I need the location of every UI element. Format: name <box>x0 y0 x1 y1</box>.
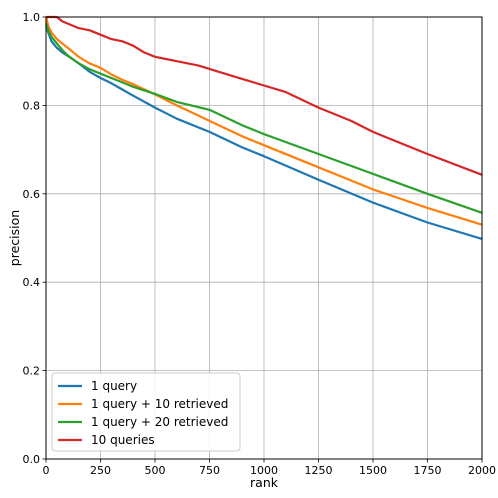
x-tick-label: 1500 <box>359 464 387 477</box>
x-tick-label: 500 <box>145 464 166 477</box>
series-line <box>45 16 483 226</box>
legend-label: 1 query <box>91 379 137 393</box>
y-tick-label: 0.2 <box>23 365 41 378</box>
legend: 1 query 1 query + 10 retrieved 1 query + 2… <box>51 372 241 452</box>
y-tick-label: 0.0 <box>23 453 41 466</box>
y-tick-label: 0.8 <box>23 99 41 112</box>
series-lines <box>45 15 483 240</box>
x-tick-label: 750 <box>199 464 220 477</box>
y-tick-label: 1.0 <box>23 11 41 24</box>
x-axis-label: rank <box>250 475 279 490</box>
legend-label: 1 query + 20 retrieved <box>91 415 228 429</box>
y-tick-label: 0.6 <box>23 188 41 201</box>
y-tick-label: 0.4 <box>23 276 41 289</box>
grid-lines <box>45 16 483 460</box>
x-tick-label: 1750 <box>414 464 442 477</box>
x-tick-label: 1000 <box>250 464 278 477</box>
legend-box <box>51 372 241 452</box>
series-line <box>46 15 483 176</box>
y-axis-label: precision <box>7 210 22 266</box>
series-line <box>45 25 483 240</box>
x-tick-label: 250 <box>90 464 111 477</box>
x-tick-label: 1250 <box>305 464 333 477</box>
series-line <box>45 23 483 214</box>
legend-label: 10 queries <box>91 433 155 447</box>
x-tick-label: 0 <box>43 464 50 477</box>
axis-ticks: 0 250 500 750 1000 1250 1500 1750 2000 0.0 0.2 0.4 0… <box>23 11 497 477</box>
legend-label: 1 query + 10 retrieved <box>91 397 228 411</box>
x-tick-label: 2000 <box>468 464 496 477</box>
